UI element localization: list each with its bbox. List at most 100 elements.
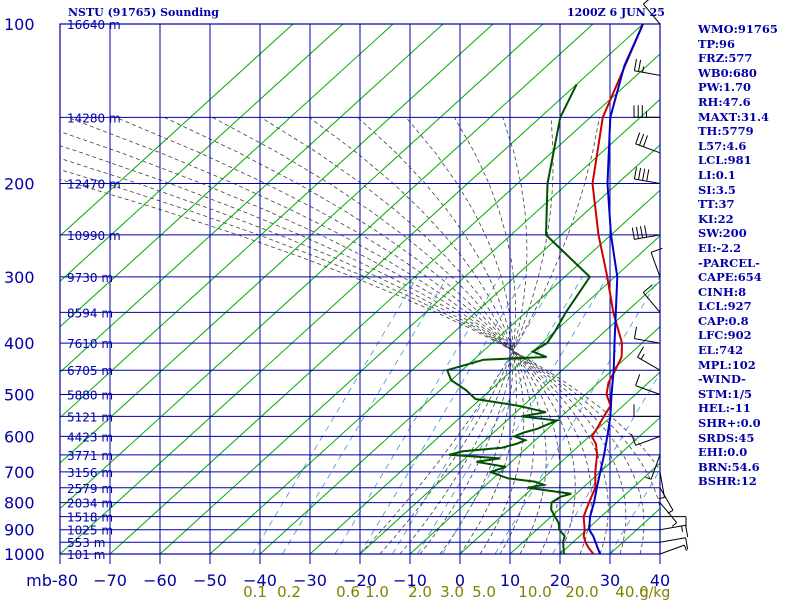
temperature-tick-label: 20 — [550, 571, 570, 590]
pressure-tick-label: 500 — [4, 385, 35, 404]
wind-barb — [659, 537, 689, 550]
pressure-tick-label: 900 — [4, 521, 35, 540]
height-label: 2579 m — [67, 482, 113, 496]
temperature-tick-label: −50 — [193, 571, 227, 590]
wind-barb — [633, 326, 661, 344]
stat-item: FRZ:577 — [698, 51, 753, 66]
isotherm-line — [60, 24, 394, 328]
isotherm-line — [60, 24, 494, 419]
stat-item: CAP:0.8 — [698, 313, 749, 328]
temperature-tick-label: 40 — [650, 571, 670, 590]
stat-item: TP:96 — [698, 36, 736, 51]
isotherm-line — [559, 462, 660, 554]
isotherm-line — [60, 24, 644, 554]
isotherm-line — [309, 235, 660, 554]
mixing-ratio-label: 40.0 — [615, 583, 648, 600]
stat-item: EL:742 — [698, 343, 744, 358]
grid-lines — [59, 23, 661, 564]
height-label: 3156 m — [67, 466, 113, 480]
moist-adiabat — [163, 116, 561, 554]
stat-item: EHI:0.0 — [698, 445, 748, 460]
height-label: 1025 m — [67, 524, 113, 538]
isotherm-line — [259, 189, 660, 554]
isotherm-line — [409, 326, 660, 554]
stats-panel: WMO:91765 TP:96 FRZ:577 WB0:680 PW:1.70 RH:47… — [698, 22, 798, 489]
temperature-tick-label: 10 — [500, 571, 520, 590]
mixing-ratio-label: 0.1 — [243, 583, 267, 600]
height-label: 101 m — [67, 548, 105, 562]
pressure-tick-label: 800 — [4, 494, 35, 513]
isotherm-line — [159, 98, 660, 554]
isotherm-line — [359, 280, 660, 554]
wind-barb — [659, 502, 678, 527]
stat-item: TT:37 — [698, 197, 735, 212]
moist-adiabat — [60, 157, 645, 554]
pressure-tick-label: 700 — [4, 463, 35, 482]
stat-item: MAXT:31.4 — [698, 109, 769, 124]
mixing-ratio-label: 0.6 — [336, 583, 360, 600]
temperature-tick-label: −70 — [93, 571, 127, 590]
stat-item: HEL:-11 — [698, 401, 751, 416]
isotherm-line — [60, 24, 544, 464]
moist-adiabat — [405, 117, 514, 554]
mixing-ratio-label: 10.0 — [518, 583, 551, 600]
height-label: 9730 m — [67, 271, 113, 285]
height-label: 1518 m — [67, 511, 113, 525]
mixing-ratio-line — [282, 276, 448, 554]
wind-barb — [650, 247, 663, 278]
temperature-tick-label: 30 — [600, 571, 620, 590]
stat-item: TH:5779 — [698, 124, 754, 139]
temperature-tick-label: 0 — [455, 571, 465, 590]
isotherms — [60, 24, 660, 554]
moist-adiabat — [212, 116, 547, 554]
isotherm-line — [60, 24, 294, 237]
wind-barb — [633, 167, 661, 184]
moist-adiabat — [60, 145, 627, 554]
mixing-ratio-label: 0.2 — [277, 583, 301, 600]
moist-adiabat — [399, 117, 528, 554]
stat-item: SI:3.5 — [698, 182, 736, 197]
wind-barb — [637, 346, 661, 371]
moist-adiabat — [359, 117, 600, 554]
pressure-tick-label: 600 — [4, 427, 35, 446]
mixing-ratio-label: 1.0 — [365, 583, 389, 600]
mixing-ratio-line — [252, 276, 418, 554]
mixing-ratio-lines — [252, 276, 660, 554]
stat-item: WMO:91765 — [698, 22, 778, 36]
wind-barb — [645, 454, 661, 480]
chart-title: NSTU (91765) Sounding — [68, 6, 219, 19]
stat-item: LCL:927 — [698, 299, 752, 314]
wind-barb — [633, 105, 660, 118]
pressure-tick-label: 300 — [4, 268, 35, 287]
stat-item: PW:1.70 — [698, 80, 752, 95]
wind-barb — [659, 524, 689, 538]
height-label: 5121 m — [67, 410, 113, 424]
wind-barb — [635, 374, 661, 395]
mixing-ratio-line — [392, 276, 558, 554]
wind-barb — [642, 284, 661, 313]
stat-item: SHR+:0.0 — [698, 416, 761, 431]
stat-item: LFC:902 — [698, 328, 752, 343]
pressure-tick-label: 100 — [4, 15, 35, 34]
dewpoint-trace — [445, 83, 592, 554]
height-label: 4423 m — [67, 430, 113, 444]
stat-item: -WIND- — [698, 372, 746, 387]
height-label: 10990 m — [67, 229, 121, 243]
moist-adiabat — [115, 116, 576, 554]
temperature-tick-label: −10 — [393, 571, 427, 590]
moist-adiabat — [260, 116, 535, 554]
height-label: 7610 m — [67, 337, 113, 351]
height-label: 553 m — [67, 536, 105, 550]
mixing-ratio-line — [417, 276, 583, 554]
height-label: 6705 m — [67, 364, 113, 378]
isotherm-line — [209, 144, 660, 554]
mixing-ratio-line — [494, 276, 660, 554]
sounding-traces — [445, 24, 644, 554]
wind-barb — [633, 404, 660, 417]
isotherm-line — [509, 416, 660, 554]
stat-item: SRDS:45 — [698, 430, 755, 445]
stat-item: KI:22 — [698, 211, 734, 226]
mixing-ratio-unit: g/kg — [640, 585, 671, 600]
